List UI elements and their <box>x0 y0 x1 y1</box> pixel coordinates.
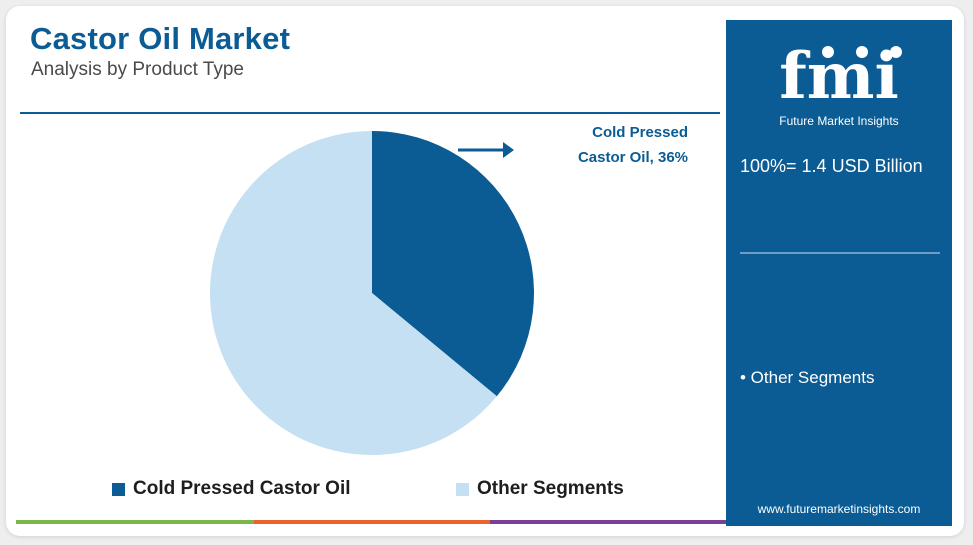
sidebar-divider <box>740 252 940 254</box>
callout-arrow <box>458 142 514 158</box>
page-title: Castor Oil Market <box>30 21 291 56</box>
callout-line-2: Castor Oil, 36% <box>577 149 688 166</box>
legend-swatch-other-segments <box>456 482 469 496</box>
legend-label-other-segments: Other Segments <box>477 478 624 499</box>
chart-card: Castor Oil Market Analysis by Product Ty… <box>6 6 964 536</box>
logo-subtitle: Future Market Insights <box>779 114 899 128</box>
legend-item-cold-pressed: Cold Pressed Castor Oil <box>112 478 351 500</box>
legend-item-other-segments: Other Segments <box>456 478 624 500</box>
pie-chart <box>209 131 534 456</box>
legend-label-cold-pressed: Cold Pressed Castor Oil <box>133 478 351 499</box>
logo-figure-icon <box>856 46 868 58</box>
page-subtitle: Analysis by Product Type <box>31 59 244 80</box>
sidebar-panel: fmi Future Market Insights 100%= 1.4 USD… <box>726 20 952 526</box>
accent-bar <box>16 520 726 524</box>
pie-chart-area <box>6 6 726 536</box>
accent-bar-purple <box>490 520 726 524</box>
fmi-logo: fmi Future Market Insights <box>726 30 952 128</box>
pie-slice-cold-pressed-castor-oil <box>372 131 534 397</box>
callout-line-1: Cold Pressed <box>592 124 688 141</box>
legend-swatch-cold-pressed <box>112 482 125 496</box>
segment-list-item: • Other Segments <box>740 368 875 387</box>
website-link[interactable]: www.futuremarketinsights.com <box>757 502 921 516</box>
accent-bar-orange <box>254 520 490 524</box>
fmi-logo-mark: fmi <box>779 39 902 114</box>
logo-figure-icon <box>890 46 902 58</box>
slice-callout: Cold Pressed Castor Oil, 36% <box>554 120 688 170</box>
logo-wordmark: fmi <box>779 39 899 110</box>
market-total: 100%= 1.4 USD Billion <box>740 156 923 176</box>
logo-figure-icon <box>822 46 834 58</box>
pie-slice-other-segments <box>209 131 497 456</box>
title-divider <box>20 112 720 114</box>
accent-bar-green <box>16 520 254 524</box>
